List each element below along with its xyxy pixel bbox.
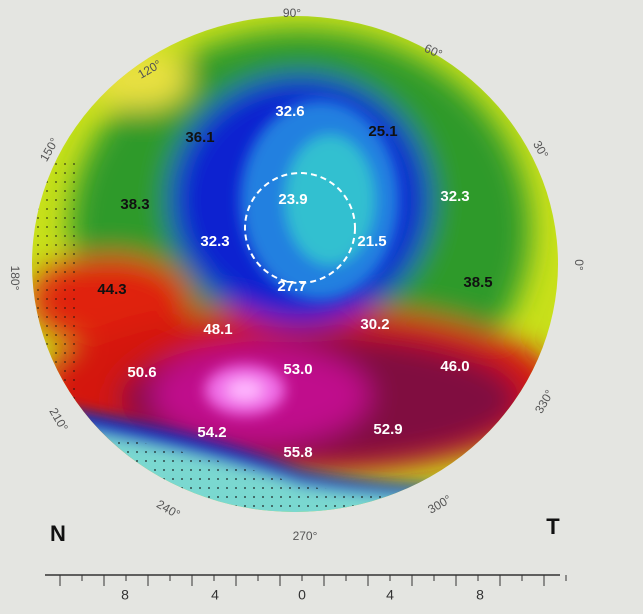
- angle-label: 90°: [283, 6, 301, 20]
- side-label: N: [50, 521, 66, 546]
- scale-label: 4: [386, 587, 394, 603]
- map-value: 54.2: [197, 424, 226, 441]
- scale-label: 8: [121, 587, 129, 603]
- map-value: 48.1: [203, 321, 232, 338]
- map-value: 27.7: [277, 278, 306, 295]
- map-value: 38.5: [463, 274, 492, 291]
- map-value: 36.1: [185, 129, 214, 146]
- map-value: 32.6: [275, 103, 304, 120]
- map-value: 52.9: [373, 421, 402, 438]
- page: 90°60°30°0°330°300°270°240°210°180°150°1…: [0, 0, 643, 614]
- map-value: 23.9: [278, 191, 307, 208]
- map-value: 50.6: [127, 364, 156, 381]
- map-value: 30.2: [360, 316, 389, 333]
- topography-screen: 90°60°30°0°330°300°270°240°210°180°150°1…: [0, 0, 643, 614]
- map-value: 32.3: [200, 233, 229, 250]
- angle-label: 180°: [8, 266, 22, 291]
- map-value: 46.0: [440, 358, 469, 375]
- map-value: 21.5: [357, 233, 386, 250]
- map-value: 38.3: [120, 196, 149, 213]
- map-value: 53.0: [283, 361, 312, 378]
- side-label: T: [546, 514, 560, 539]
- map-value: 55.8: [283, 444, 312, 461]
- map-value: 44.3: [97, 281, 126, 298]
- map-value: 32.3: [440, 188, 469, 205]
- angle-label: 270°: [293, 529, 318, 543]
- scale-label: 8: [476, 587, 484, 603]
- scale-label: 4: [211, 587, 219, 603]
- scale-label: 0: [298, 587, 306, 603]
- map-value: 25.1: [368, 123, 397, 140]
- angle-label: 0°: [572, 259, 586, 271]
